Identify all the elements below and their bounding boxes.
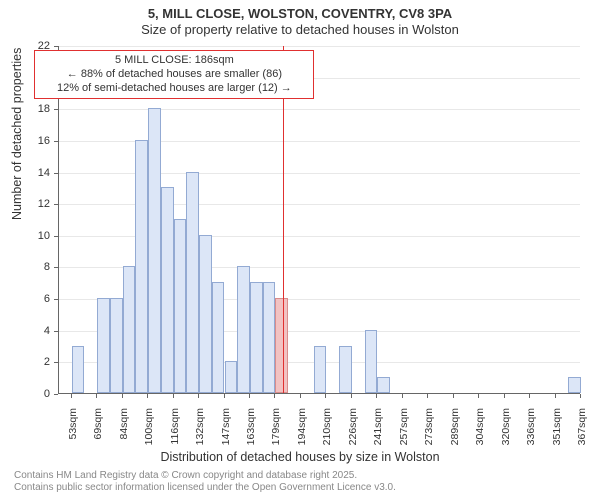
histogram-bar bbox=[110, 298, 123, 393]
histogram-bar bbox=[212, 282, 225, 393]
x-tick-label: 69sqm bbox=[92, 408, 104, 458]
footnote: Contains HM Land Registry data © Crown c… bbox=[14, 470, 396, 494]
y-tick-label: 18 bbox=[0, 103, 50, 115]
histogram-bar bbox=[135, 140, 148, 393]
x-tick-label: 304sqm bbox=[474, 408, 486, 458]
x-tick-mark bbox=[147, 394, 148, 398]
x-tick-mark bbox=[580, 394, 581, 398]
histogram-bar bbox=[186, 172, 199, 393]
x-tick-mark bbox=[325, 394, 326, 398]
x-tick-mark bbox=[453, 394, 454, 398]
x-tick-mark bbox=[427, 394, 428, 398]
x-tick-label: 147sqm bbox=[220, 408, 232, 458]
histogram-bar bbox=[199, 235, 212, 393]
x-tick-label: 132sqm bbox=[194, 408, 206, 458]
y-tick-mark bbox=[54, 109, 58, 110]
y-tick-mark bbox=[54, 204, 58, 205]
gridline bbox=[59, 46, 580, 47]
y-tick-mark bbox=[54, 141, 58, 142]
y-tick-label: 8 bbox=[0, 261, 50, 273]
histogram-bar bbox=[97, 298, 110, 393]
y-tick-label: 2 bbox=[0, 356, 50, 368]
y-tick-label: 6 bbox=[0, 293, 50, 305]
x-tick-label: 241sqm bbox=[372, 408, 384, 458]
x-tick-label: 194sqm bbox=[296, 408, 308, 458]
x-tick-label: 336sqm bbox=[525, 408, 537, 458]
y-tick-mark bbox=[54, 299, 58, 300]
histogram-bar bbox=[225, 361, 238, 393]
y-tick-mark bbox=[54, 46, 58, 47]
x-tick-label: 210sqm bbox=[321, 408, 333, 458]
x-tick-mark bbox=[478, 394, 479, 398]
histogram-bar bbox=[237, 266, 250, 393]
footnote-line-2: Contains public sector information licen… bbox=[14, 482, 396, 494]
y-tick-label: 4 bbox=[0, 325, 50, 337]
y-tick-mark bbox=[54, 394, 58, 395]
histogram-bar bbox=[174, 219, 187, 393]
x-tick-mark bbox=[249, 394, 250, 398]
x-tick-label: 100sqm bbox=[143, 408, 155, 458]
histogram-bar bbox=[314, 346, 327, 393]
histogram-bar bbox=[161, 187, 174, 393]
histogram-bar bbox=[377, 377, 390, 393]
x-tick-mark bbox=[376, 394, 377, 398]
x-tick-label: 53sqm bbox=[67, 408, 79, 458]
gridline bbox=[59, 109, 580, 110]
x-tick-mark bbox=[71, 394, 72, 398]
x-tick-label: 226sqm bbox=[347, 408, 359, 458]
x-tick-mark bbox=[504, 394, 505, 398]
histogram-bar bbox=[148, 108, 161, 393]
histogram-bar bbox=[339, 346, 352, 393]
x-tick-mark bbox=[96, 394, 97, 398]
title-line-1: 5, MILL CLOSE, WOLSTON, COVENTRY, CV8 3P… bbox=[0, 6, 600, 22]
footnote-line-1: Contains HM Land Registry data © Crown c… bbox=[14, 470, 396, 482]
y-tick-mark bbox=[54, 173, 58, 174]
x-tick-mark bbox=[300, 394, 301, 398]
x-tick-mark bbox=[173, 394, 174, 398]
histogram-bar-highlight bbox=[275, 298, 288, 393]
x-tick-label: 257sqm bbox=[398, 408, 410, 458]
y-tick-label: 0 bbox=[0, 388, 50, 400]
x-tick-mark bbox=[122, 394, 123, 398]
x-tick-mark bbox=[274, 394, 275, 398]
x-tick-label: 367sqm bbox=[576, 408, 588, 458]
y-tick-label: 14 bbox=[0, 167, 50, 179]
x-tick-mark bbox=[529, 394, 530, 398]
histogram-bar bbox=[568, 377, 581, 393]
title-block: 5, MILL CLOSE, WOLSTON, COVENTRY, CV8 3P… bbox=[0, 0, 600, 37]
chart-container: 5, MILL CLOSE, WOLSTON, COVENTRY, CV8 3P… bbox=[0, 0, 600, 500]
x-tick-label: 351sqm bbox=[551, 408, 563, 458]
y-tick-mark bbox=[54, 362, 58, 363]
x-tick-label: 273sqm bbox=[423, 408, 435, 458]
histogram-bar bbox=[365, 330, 378, 393]
annotation-box: 5 MILL CLOSE: 186sqm← 88% of detached ho… bbox=[34, 50, 314, 99]
x-tick-mark bbox=[351, 394, 352, 398]
y-tick-mark bbox=[54, 267, 58, 268]
histogram-bar bbox=[123, 266, 136, 393]
x-tick-label: 116sqm bbox=[169, 408, 181, 458]
histogram-bar bbox=[72, 346, 85, 393]
histogram-bar bbox=[250, 282, 263, 393]
y-tick-label: 12 bbox=[0, 198, 50, 210]
histogram-bar bbox=[263, 282, 276, 393]
x-tick-label: 320sqm bbox=[500, 408, 512, 458]
x-tick-mark bbox=[555, 394, 556, 398]
x-tick-label: 179sqm bbox=[270, 408, 282, 458]
x-tick-label: 289sqm bbox=[449, 408, 461, 458]
x-tick-mark bbox=[224, 394, 225, 398]
y-tick-label: 16 bbox=[0, 135, 50, 147]
x-tick-label: 163sqm bbox=[245, 408, 257, 458]
x-tick-label: 84sqm bbox=[118, 408, 130, 458]
y-tick-label: 10 bbox=[0, 230, 50, 242]
x-tick-mark bbox=[198, 394, 199, 398]
annotation-line-2: ← 88% of detached houses are smaller (86… bbox=[41, 68, 307, 82]
y-tick-mark bbox=[54, 236, 58, 237]
annotation-line-1: 5 MILL CLOSE: 186sqm bbox=[41, 54, 307, 68]
title-line-2: Size of property relative to detached ho… bbox=[0, 22, 600, 38]
y-tick-mark bbox=[54, 331, 58, 332]
x-tick-mark bbox=[402, 394, 403, 398]
annotation-line-3: 12% of semi-detached houses are larger (… bbox=[41, 82, 307, 96]
